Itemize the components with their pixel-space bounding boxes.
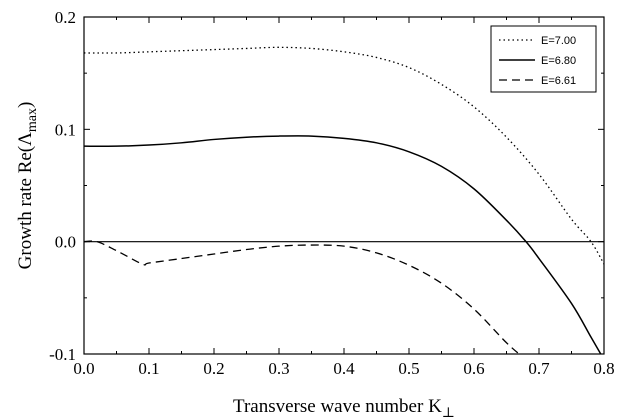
x-axis-title-text: Transverse wave number K [233, 396, 442, 417]
y-axis-title-text: Growth rate Re(Λ [15, 132, 36, 269]
x-tick-label-8: 0.8 [593, 359, 614, 378]
legend-label-1: E=6.80 [541, 55, 576, 67]
x-tick-label-5: 0.5 [398, 359, 419, 378]
legend-label-0: E=7.00 [541, 35, 576, 47]
x-axis-title: Transverse wave number K⊥ [233, 396, 455, 420]
x-tick-label-6: 0.6 [463, 359, 484, 378]
x-axis-title-subscript: ⊥ [442, 406, 455, 420]
x-tick-label-3: 0.3 [268, 359, 289, 378]
x-tick-label-7: 0.7 [528, 359, 550, 378]
y-tick-label-2: 0.1 [55, 120, 76, 139]
series-line-2 [84, 240, 521, 354]
series-line-0 [84, 46, 604, 265]
series-line-1 [84, 135, 602, 354]
x-tick-label-0: 0.0 [73, 359, 94, 378]
y-tick-label-1: 0.0 [55, 233, 76, 252]
legend: E=7.00 E=6.80 E=6.61 [490, 25, 597, 93]
axes: 0.0 0.1 0.2 0.3 0.4 0.5 0.6 0.7 0.8-0.10.00.10.2… [15, 8, 615, 420]
y-axis-title-close: ) [15, 102, 36, 108]
x-tick-label-4: 0.4 [333, 359, 355, 378]
legend-label-2: E=6.61 [541, 75, 576, 87]
y-axis-title: Growth rate Re(Λmax) [15, 102, 40, 270]
x-tick-label-2: 0.2 [203, 359, 224, 378]
plot-area [84, 46, 604, 354]
y-tick-label-0: -0.1 [49, 345, 76, 364]
y-axis-title-subscript: max [25, 108, 40, 132]
y-tick-label-3: 0.2 [55, 8, 76, 27]
x-tick-label-1: 0.1 [138, 359, 159, 378]
legend-box [490, 25, 597, 93]
